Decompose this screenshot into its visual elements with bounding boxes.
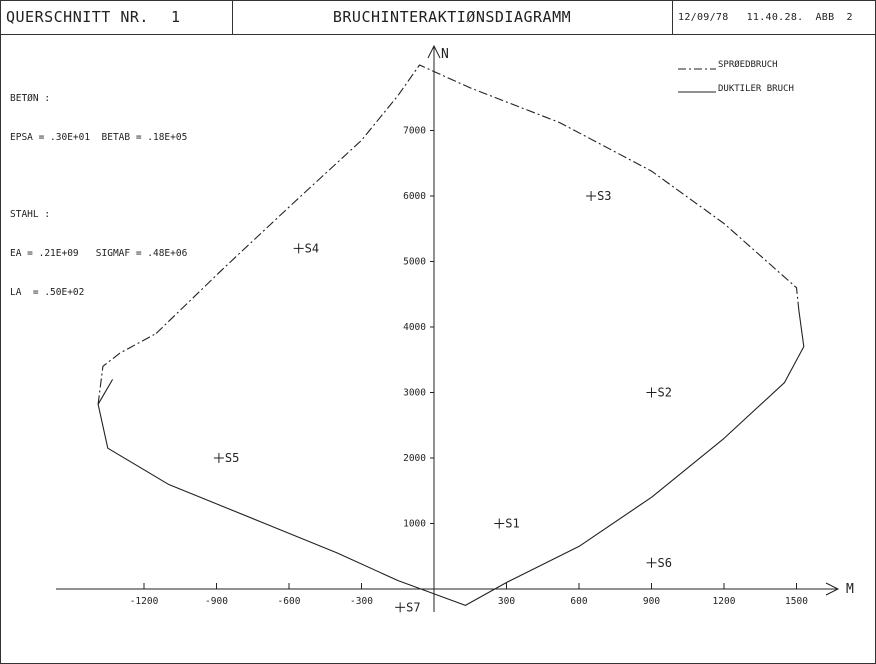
material-parameters: BETØN : EPSA = .30E+01 BETAB = .18E+05 S… [10, 66, 187, 312]
x-tick-label: -1200 [130, 596, 159, 607]
y-tick-label: 5000 [403, 257, 426, 268]
load-case-s3: S3 [586, 189, 612, 203]
concrete-heading: BETØN : [10, 93, 51, 104]
y-tick-label: 3000 [403, 388, 426, 399]
load-case-s1: S1 [494, 517, 520, 531]
y-tick-label: 4000 [403, 322, 426, 333]
ductile-failure-curve [97, 310, 805, 606]
x-tick-label: -300 [350, 596, 373, 607]
y-tick-label: 6000 [403, 191, 426, 202]
section-number: 1 [170, 8, 181, 26]
load-case-label: S2 [658, 386, 672, 400]
brittle-failure-curve [155, 64, 800, 334]
load-case-label: S6 [658, 556, 672, 570]
load-case-label: S1 [505, 517, 519, 531]
steel-values-2: LA = .50E+02 [10, 287, 85, 298]
m-axis-arrow [825, 582, 840, 596]
x-tick-label: 600 [570, 596, 587, 607]
concrete-values: EPSA = .30E+01 BETAB = .18E+05 [10, 132, 188, 143]
legend-brittle-label: SPRØEDBRUCH [718, 59, 778, 70]
n-axis-label: N [441, 47, 449, 62]
load-case-label: S3 [597, 189, 611, 203]
x-tick-label: -900 [205, 596, 228, 607]
meta-cell: 12/09/78 11.40.28. ABB 2 [672, 0, 876, 34]
figure-ref: ABB [815, 11, 835, 23]
load-case-s5: S5 [213, 451, 239, 465]
plot-date: 12/09/78 [678, 11, 729, 23]
y-tick-label: 2000 [403, 453, 426, 464]
load-case-label: S7 [406, 600, 420, 614]
steel-values-1: EA = .21E+09 SIGMAF = .48E+06 [10, 248, 188, 259]
n-axis-arrow [427, 44, 441, 59]
x-tick-label: 1500 [785, 596, 808, 607]
plot-time: 11.40.28. [746, 11, 804, 23]
title-block: QUERSCHNITT NR. 1 BRUCHINTERAKTIØNSDIAGR… [0, 0, 876, 35]
x-tick-label: -600 [278, 596, 301, 607]
load-case-label: S4 [305, 241, 319, 255]
title-cell: BRUCHINTERAKTIØNSDIAGRAMM [232, 0, 673, 34]
y-tick-label: 7000 [403, 126, 426, 137]
section-cell: QUERSCHNITT NR. 1 [0, 0, 233, 34]
diagram-title: BRUCHINTERAKTIØNSDIAGRAMM [332, 8, 572, 26]
m-axis-label: M [846, 582, 854, 597]
load-case-s4: S4 [293, 241, 319, 255]
figure-number: 2 [846, 11, 853, 23]
load-case-s6: S6 [646, 556, 672, 570]
steel-heading: STAHL : [10, 209, 51, 220]
section-label: QUERSCHNITT NR. [6, 8, 149, 26]
load-case-s2: S2 [646, 386, 672, 400]
legend-ductile-label: DUKTILER BRUCH [718, 84, 794, 94]
x-tick-label: 300 [498, 596, 515, 607]
y-tick-label: 1000 [403, 519, 426, 530]
load-case-s7: S7 [395, 600, 421, 614]
load-case-label: S5 [225, 451, 239, 465]
x-tick-label: 1200 [713, 596, 736, 607]
failure-curve-segment-2 [97, 333, 157, 405]
x-tick-label: 900 [643, 596, 660, 607]
